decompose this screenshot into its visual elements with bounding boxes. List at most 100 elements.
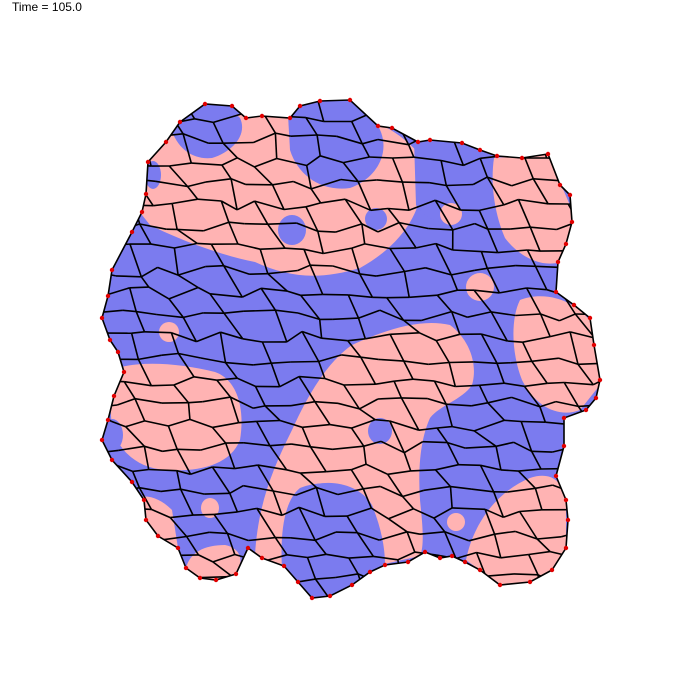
cell-edge [156,313,184,319]
cell-edge [260,561,277,577]
cell-edge [534,265,548,291]
cell-edge [449,361,474,364]
cell-edge [433,380,447,405]
cell-edge [219,332,227,363]
cell-edge [493,533,502,559]
cell-edge [513,441,532,453]
cell-edge [540,313,560,322]
cell-edge [518,198,549,205]
cell-edge [423,622,453,626]
cell-edge [150,243,175,249]
cell-edge [110,161,127,166]
cell-edge [573,274,600,277]
boundary-vertex [202,101,208,107]
cell-edge [209,293,225,314]
cell-edge [391,157,404,183]
cell-edge [144,420,169,427]
boundary-vertex [109,457,115,463]
cell-edge [358,273,374,298]
cell-edge [253,132,276,144]
boundary-vertex [527,579,533,585]
cell-edge [510,360,532,364]
cell-edge [377,221,400,233]
cell-edge [539,400,557,408]
cell-edge [403,441,424,454]
cell-edge [350,469,364,490]
cell-edge [451,269,475,276]
cell-edge [204,492,230,495]
cell-edge [102,309,123,314]
cell-edge [116,397,136,406]
cell-edge [522,335,551,343]
cell-edge [281,506,300,517]
cell-edge [482,111,501,119]
cell-edge [344,198,363,225]
cell-edge [346,507,372,517]
cell-edge [335,531,358,534]
cell-edge [445,185,462,211]
cell-edge [594,441,600,452]
cell-edge [617,160,627,185]
boundary-vertex [243,115,249,121]
cell-edge [428,93,442,99]
cell-edge [223,265,243,298]
cell-edge [359,93,383,96]
cell-edge [596,618,619,626]
cell-edge [565,250,574,277]
cell-edge [547,381,565,385]
cell-edge [169,162,192,167]
cell-edge [524,157,535,180]
cell-edge [309,264,324,295]
cell-edge [535,484,553,490]
type-b-cell-patch [492,154,572,264]
cell-edge [595,132,600,137]
cell-edge [116,620,139,629]
cell-edge [236,157,255,168]
cell-edge [307,553,327,559]
cell-edge [314,400,339,405]
cell-edge [373,555,398,561]
boundary-vertex [563,497,569,503]
cell-edge [335,223,363,233]
cell-edge [404,100,416,120]
cell-edge [569,331,595,339]
cell-edge [274,537,288,556]
cell-edge [229,396,240,423]
cell-edge [177,265,206,276]
boundary-vertex [183,565,189,571]
boundary-vertex [295,579,301,585]
cell-edge [173,376,195,386]
boundary-vertex [565,517,571,523]
cell-edge [435,199,461,211]
cell-edge [570,550,585,558]
cell-edge [171,203,178,230]
cell-edge [365,463,389,476]
cell-edge [134,100,155,114]
boundary-vertex [555,259,561,265]
cell-edge [230,178,246,186]
cell-edge [314,401,331,426]
cell-edge [275,132,291,137]
cell-edge [428,361,450,366]
cell-edge [237,243,261,250]
cell-edge [466,90,494,93]
cell-edge [578,485,600,496]
cell-edge [433,507,453,519]
cell-edge [100,576,101,606]
cell-edge [452,596,485,598]
cell-edge [214,511,238,516]
cell-edge [576,183,591,206]
cell-edge [305,165,312,190]
cell-edge [509,625,537,628]
cell-edge [412,378,435,382]
cell-edge [359,273,377,277]
cell-edge [476,551,501,559]
cell-edge [94,93,112,95]
cell-edge [194,118,214,124]
cell-edge [243,484,274,492]
cell-edge [336,93,359,95]
cell-edge [346,515,358,534]
cell-edge [472,176,488,186]
cell-edge [574,313,596,339]
cell-edge [176,469,191,476]
